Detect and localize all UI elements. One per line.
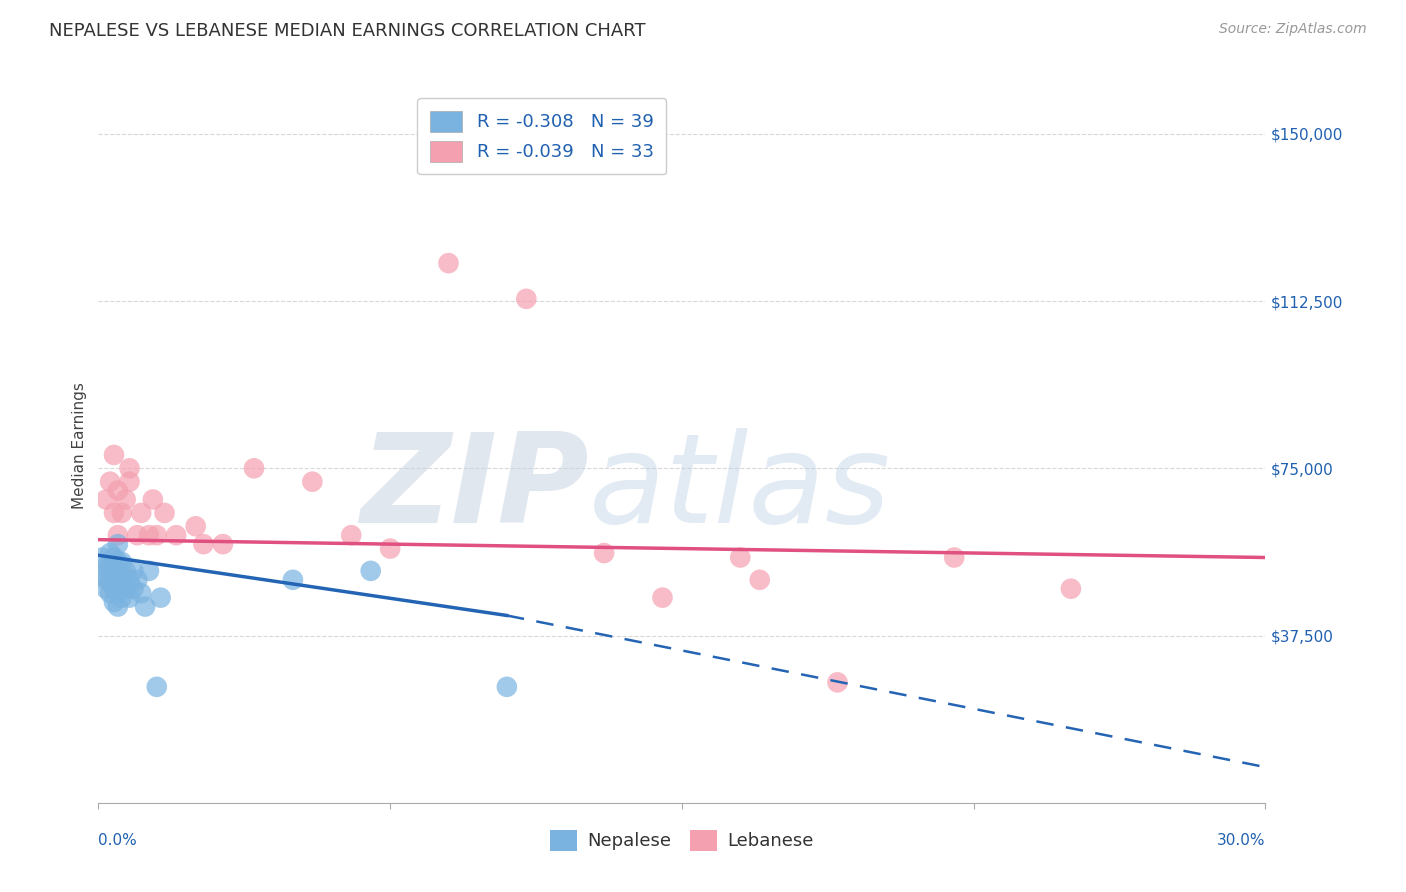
Point (103, 573, 125, 587)
Point (107, 564, 129, 578)
Point (107, 528, 129, 542)
Point (212, 537, 235, 551)
Point (107, 573, 129, 587)
Point (127, 528, 149, 542)
Point (122, 582, 145, 596)
Point (138, 564, 160, 578)
Point (593, 546, 616, 560)
Point (111, 577, 134, 591)
Point (129, 586, 152, 600)
Point (118, 475, 141, 489)
Point (103, 595, 125, 609)
Point (243, 461, 266, 475)
Point (98, 546, 121, 560)
Point (111, 568, 134, 582)
Point (114, 582, 136, 596)
Text: atlas: atlas (589, 428, 890, 549)
Text: 0.0%: 0.0% (98, 833, 138, 848)
Point (111, 555, 134, 569)
Point (1060, 582, 1083, 596)
Point (827, 675, 849, 690)
Point (103, 550, 125, 565)
Point (138, 528, 160, 542)
Point (281, 573, 304, 587)
Point (146, 528, 169, 542)
Point (91, 550, 114, 565)
Point (98, 573, 121, 587)
Point (165, 528, 187, 542)
Point (380, 541, 402, 556)
Point (122, 564, 145, 578)
Point (146, 680, 169, 694)
Point (134, 599, 156, 614)
Point (118, 573, 141, 587)
Point (114, 492, 136, 507)
Text: NEPALESE VS LEBANESE MEDIAN EARNINGS CORRELATION CHART: NEPALESE VS LEBANESE MEDIAN EARNINGS COR… (49, 22, 645, 40)
Point (96, 573, 118, 587)
Point (153, 506, 176, 520)
Point (96, 492, 118, 507)
Point (103, 448, 125, 462)
Point (107, 599, 129, 614)
Point (149, 591, 172, 605)
Text: ZIP: ZIP (360, 428, 589, 549)
Point (340, 528, 363, 542)
Point (107, 555, 129, 569)
Legend: Nepalese, Lebanese: Nepalese, Lebanese (543, 822, 821, 858)
Point (118, 591, 141, 605)
Point (98, 559, 121, 574)
Point (515, 292, 537, 306)
Point (496, 680, 519, 694)
Point (107, 582, 129, 596)
Point (91, 568, 114, 582)
Point (360, 564, 382, 578)
Point (651, 591, 673, 605)
Point (437, 256, 460, 270)
Point (98, 475, 121, 489)
Point (111, 591, 134, 605)
Point (129, 506, 152, 520)
Point (118, 461, 141, 475)
Point (103, 506, 125, 520)
Text: 30.0%: 30.0% (1218, 833, 1265, 848)
Point (96, 559, 118, 574)
Point (96, 582, 118, 596)
Point (127, 573, 149, 587)
Y-axis label: Median Earnings: Median Earnings (72, 383, 87, 509)
Point (103, 564, 125, 578)
Point (111, 506, 134, 520)
Point (103, 582, 125, 596)
Point (748, 573, 770, 587)
Point (184, 519, 207, 533)
Text: Source: ZipAtlas.com: Source: ZipAtlas.com (1219, 22, 1367, 37)
Point (114, 564, 136, 578)
Point (730, 550, 752, 565)
Point (943, 550, 966, 565)
Point (98, 586, 121, 600)
Point (107, 483, 129, 498)
Point (142, 492, 165, 507)
Point (193, 537, 215, 551)
Point (301, 475, 323, 489)
Point (107, 537, 129, 551)
